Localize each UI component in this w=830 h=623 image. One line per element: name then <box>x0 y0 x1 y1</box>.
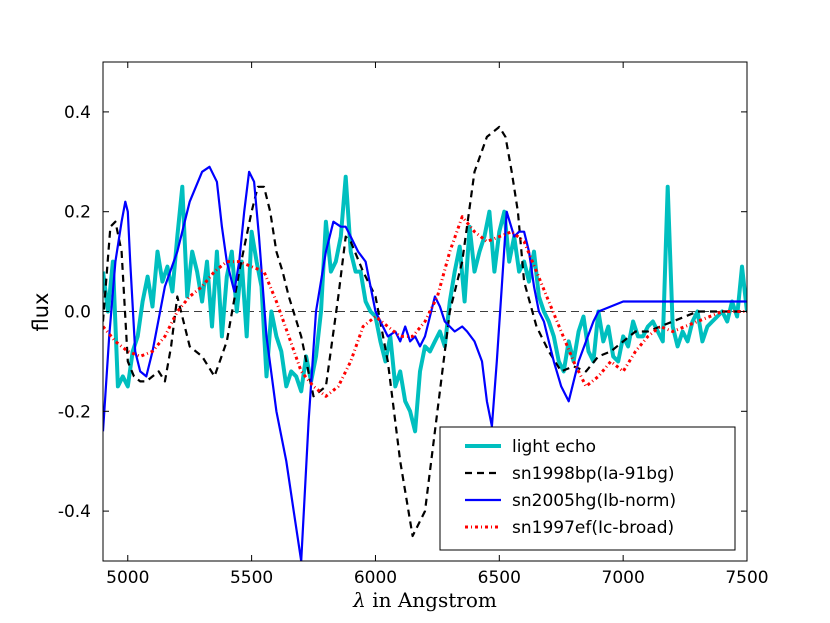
series-line-1 <box>103 174 747 434</box>
x-tick-label: 5000 <box>106 568 149 588</box>
y-tick-label: 0.2 <box>64 203 91 223</box>
x-tick-label: 6000 <box>354 568 397 588</box>
y-tick-label: 0.4 <box>64 103 91 123</box>
legend-label-4: sn1997ef(Ic-broad) <box>512 518 674 538</box>
series-layer <box>103 125 747 561</box>
x-axis-label-text: in Angstrom <box>366 588 497 612</box>
y-tick-label: -0.4 <box>58 502 91 522</box>
x-axis-label: λ in Angstrom <box>352 588 497 612</box>
x-tick-label: 7000 <box>602 568 645 588</box>
x-tick-label: 6500 <box>478 568 521 588</box>
series-line-2 <box>103 125 747 538</box>
x-axis-label-symbol: λ <box>352 588 366 612</box>
plot-frame <box>102 61 748 562</box>
series-line-4 <box>103 215 747 398</box>
legend-label-1: light echo <box>512 437 596 457</box>
y-axis-label: flux <box>29 293 53 332</box>
x-tick-label: 7500 <box>725 568 768 588</box>
legend-label-3: sn2005hg(Ib-norm) <box>512 491 676 511</box>
x-tick-label: 5500 <box>230 568 273 588</box>
legend: light echo sn1998bp(Ia-91bg) sn2005hg(Ib-n… <box>439 426 736 551</box>
axis-ticks: 5000 5500 6000 6500 7000 7500 -0.4 -0.2 0.0 0.2 0.… <box>58 62 769 588</box>
y-tick-label: -0.2 <box>58 402 91 422</box>
legend-label-2: sn1998bp(Ia-91bg) <box>512 464 675 484</box>
y-tick-label: 0.0 <box>64 303 91 323</box>
